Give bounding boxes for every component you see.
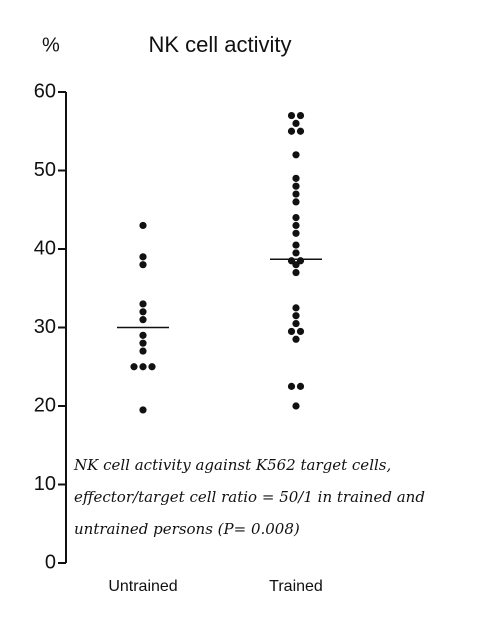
- data-point: [292, 335, 300, 343]
- y-tick-label: 50: [34, 159, 56, 181]
- data-point: [292, 261, 300, 269]
- data-point: [287, 111, 296, 120]
- data-point: [139, 331, 147, 339]
- data-point: [292, 151, 300, 159]
- annotation: effector/target cell ratio = 50/1 in tra…: [74, 488, 425, 506]
- data-point: [148, 363, 156, 371]
- data-point: [139, 300, 147, 308]
- annotation: NK cell activity against K562 target cel…: [73, 456, 391, 474]
- data-point: [296, 111, 305, 120]
- y-tick-label: 60: [34, 80, 56, 102]
- y-axis-label: %: [42, 34, 60, 56]
- data-point: [292, 241, 300, 249]
- data-point: [130, 363, 138, 371]
- data-point: [287, 127, 296, 135]
- y-tick-label: 30: [34, 316, 56, 338]
- x-tick-label: Untrained: [108, 578, 177, 595]
- data-point: [139, 308, 147, 316]
- data-point: [292, 249, 300, 257]
- data-point: [139, 316, 147, 324]
- data-point: [139, 261, 147, 269]
- data-point: [292, 214, 300, 222]
- y-tick-label: 20: [34, 394, 56, 416]
- data-point: [139, 253, 147, 261]
- data-point: [296, 127, 305, 135]
- data-point: [292, 402, 300, 410]
- data-point: [292, 182, 300, 190]
- data-point: [292, 319, 300, 328]
- data-point: [292, 268, 300, 277]
- data-point: [292, 304, 300, 312]
- data-point: [287, 382, 296, 390]
- data-point: [292, 190, 300, 198]
- y-tick-label: 10: [34, 473, 56, 495]
- y-tick-label: 0: [45, 551, 56, 573]
- annotation: untrained persons (P= 0.008): [74, 520, 300, 538]
- data-point: [139, 406, 147, 414]
- y-tick-label: 40: [34, 237, 56, 259]
- data-point: [292, 229, 300, 237]
- data-point: [287, 327, 296, 336]
- data-point: [139, 347, 147, 355]
- data-point: [292, 174, 300, 182]
- data-point: [292, 221, 300, 230]
- chart-title: NK cell activity: [148, 32, 291, 57]
- data-point: [292, 312, 300, 320]
- data-point: [139, 221, 147, 230]
- data-point: [139, 363, 147, 371]
- data-point: [292, 119, 300, 127]
- x-tick-label: Trained: [269, 578, 323, 595]
- data-point: [292, 198, 300, 206]
- data-point: [296, 327, 305, 336]
- data-point: [296, 382, 305, 390]
- data-point: [139, 339, 147, 347]
